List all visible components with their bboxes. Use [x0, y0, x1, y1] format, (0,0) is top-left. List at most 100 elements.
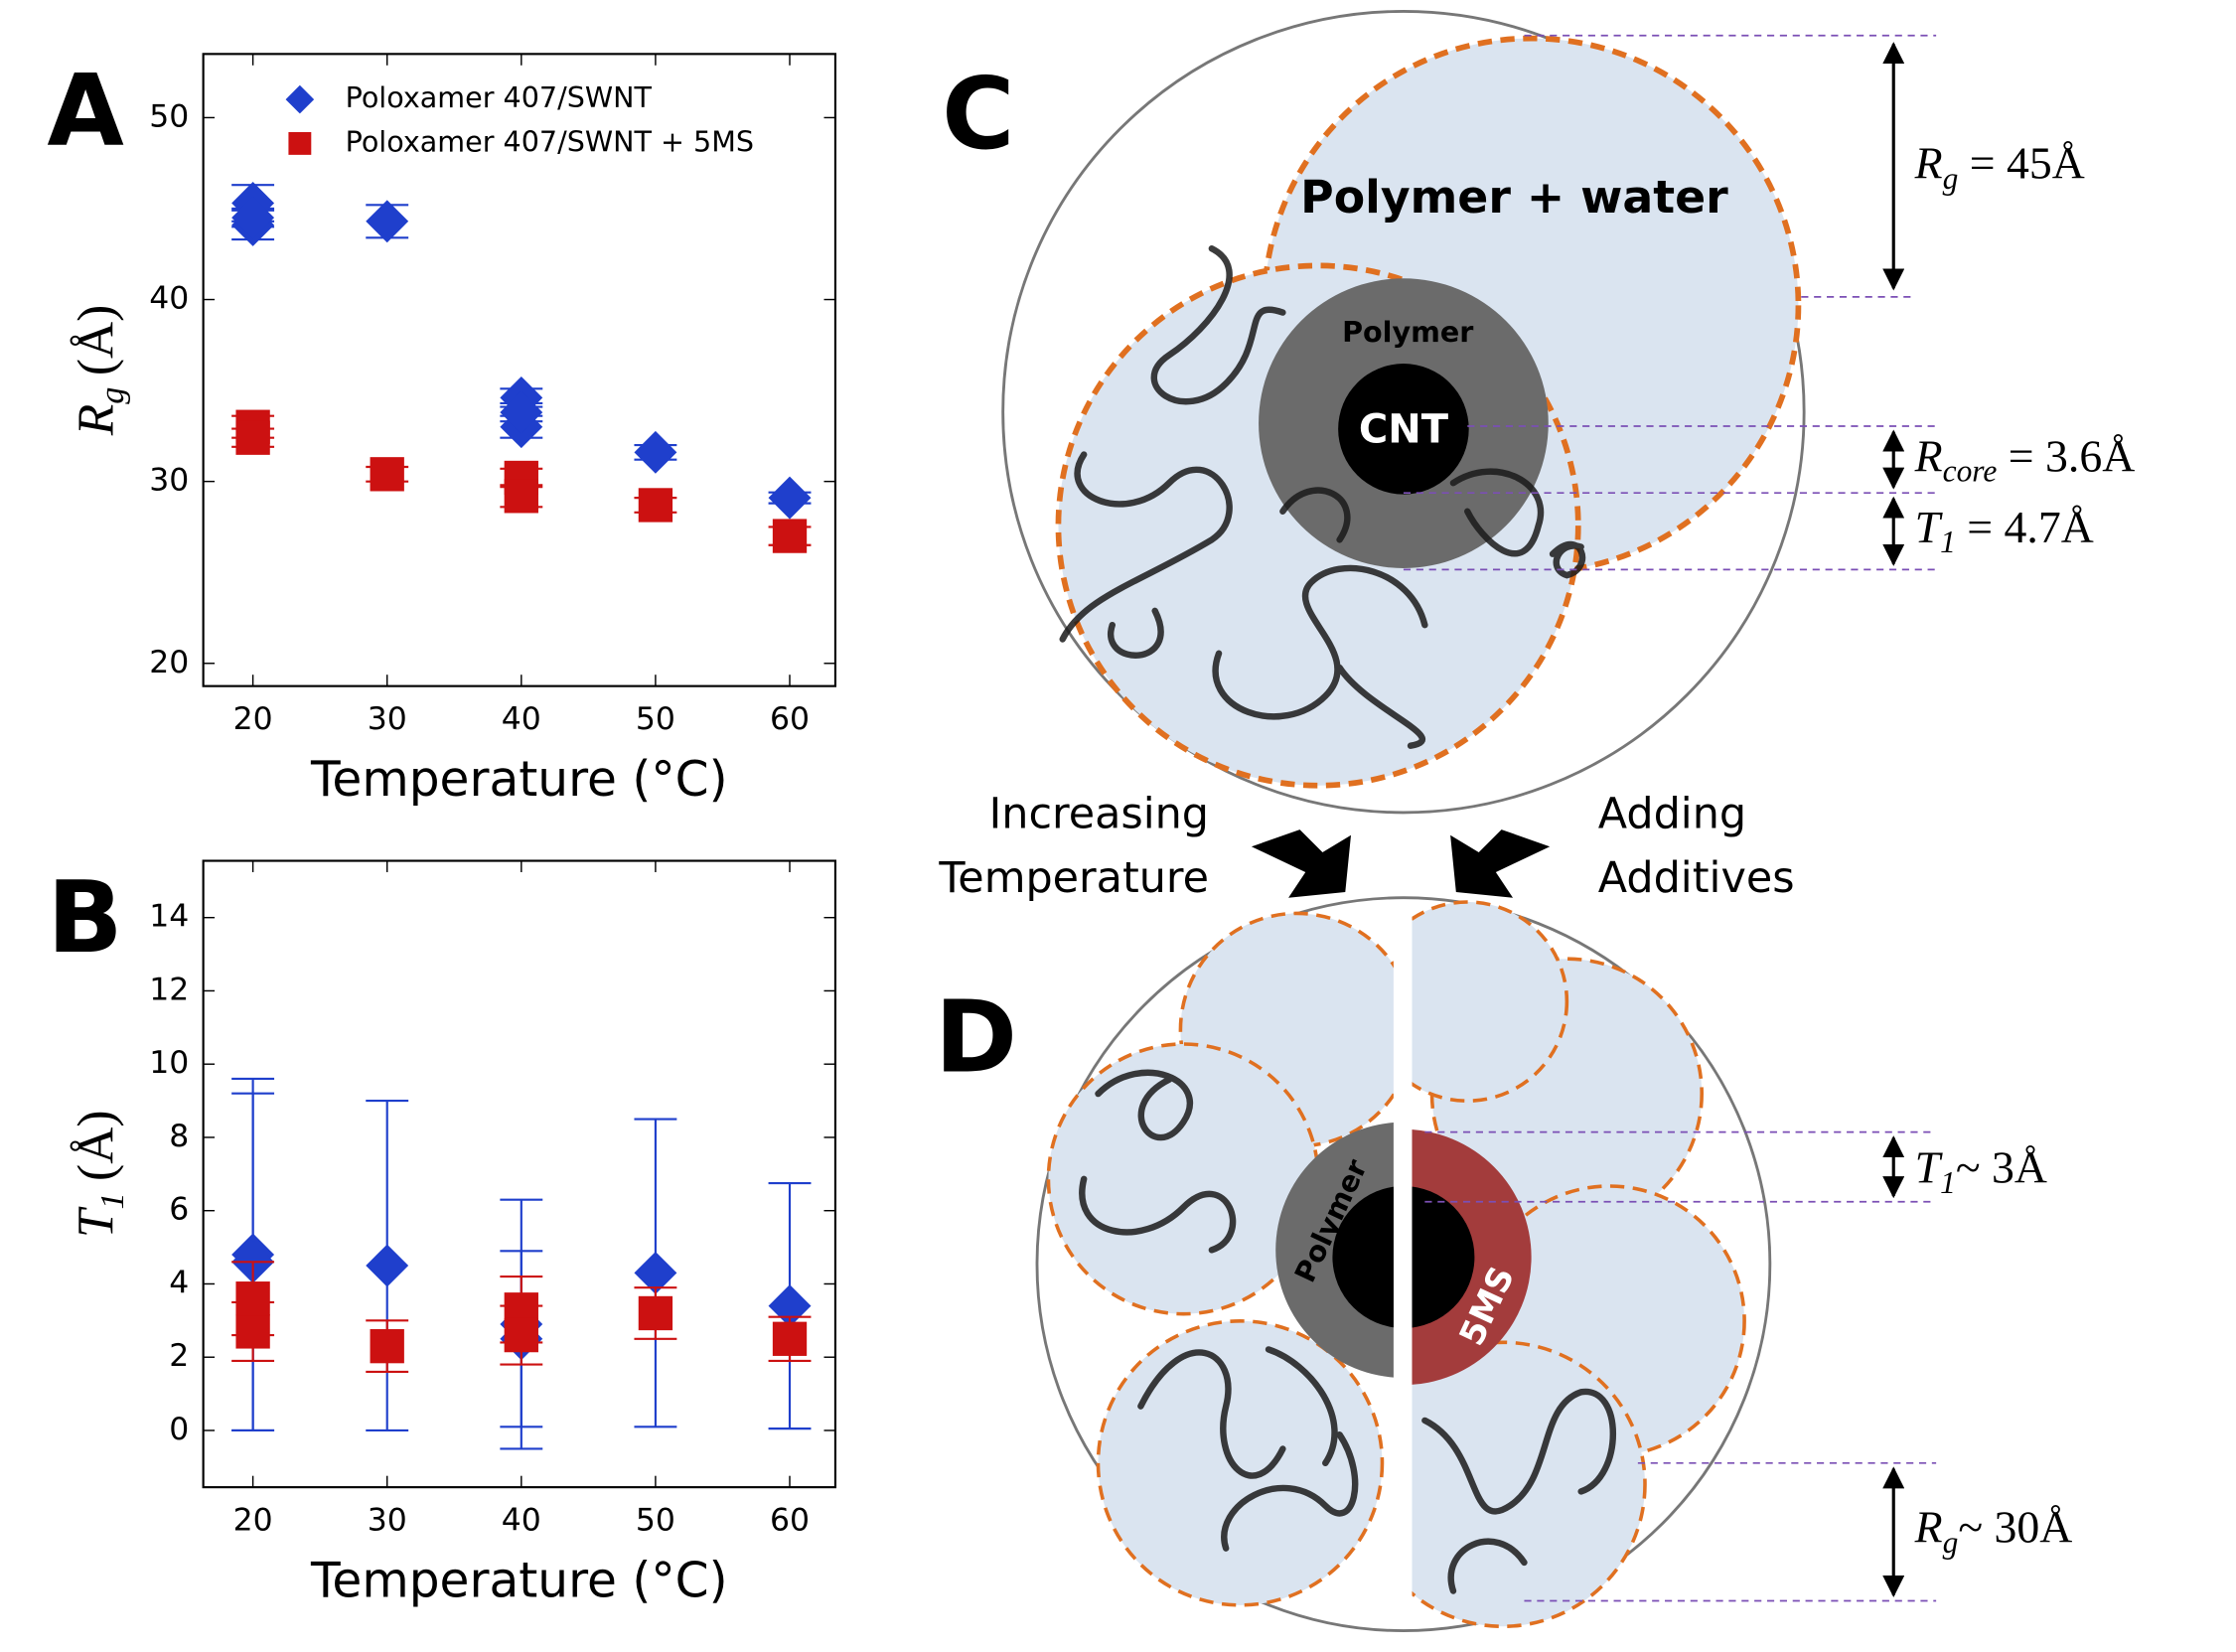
marker [772, 519, 808, 553]
rg-annotation: Rg = 45Å [1914, 137, 2085, 196]
subscript: g [1943, 1525, 1959, 1560]
x-tick-label: 30 [368, 1502, 407, 1538]
marker [366, 1244, 409, 1287]
y-tick-label: 40 [149, 281, 189, 317]
y-tick-label: 10 [149, 1045, 189, 1081]
value: = 3.6Å [1997, 430, 2135, 481]
plot-frame [202, 859, 837, 1489]
y-tick-label: 2 [169, 1338, 189, 1374]
legend-marker [288, 131, 312, 155]
x-axis-label: Temperature (°C) [310, 752, 728, 808]
transition-label: Additives [1598, 853, 1795, 903]
arrow [1251, 829, 1352, 898]
x-tick-label: 50 [636, 701, 675, 737]
marker [504, 479, 538, 514]
marker [366, 200, 409, 243]
region-label: Polymer + water [1300, 171, 1728, 224]
legend-label: Poloxamer 407/SWNT + 5MS [346, 124, 754, 158]
x-tick-label: 40 [502, 701, 541, 737]
lobe [1412, 1340, 1647, 1629]
marker [235, 420, 270, 455]
x-tick-label: 50 [636, 1502, 675, 1538]
rcore-annotation: Rcore = 3.6Å [1914, 430, 2136, 489]
y-tick-label: 50 [149, 98, 189, 134]
y-tick-label: 12 [149, 972, 189, 1007]
marker [504, 1317, 538, 1353]
legend-marker [285, 84, 315, 114]
marker [235, 1281, 270, 1316]
symbol: R [1914, 137, 1943, 188]
marker [235, 1314, 270, 1349]
x-tick-label: 40 [502, 1502, 541, 1538]
cnt-core [1338, 364, 1469, 495]
x-tick-label: 20 [233, 701, 273, 737]
transition-label: Increasing [989, 790, 1209, 839]
lobe [1412, 900, 1569, 1103]
polymer-chain [1421, 1389, 1617, 1594]
marker [638, 1295, 673, 1331]
legend-label: Poloxamer 407/SWNT [346, 80, 653, 114]
value: ~ 3Å [1956, 1141, 2047, 1192]
y-axis-label: Rg (Å) [68, 305, 130, 437]
y-tick-label: 6 [169, 1192, 189, 1228]
x-axis-label: Temperature (°C) [310, 1553, 728, 1608]
plot-frame [202, 53, 837, 687]
panel-label: A [47, 53, 123, 169]
outer-circle [1035, 896, 1772, 1632]
value: = 45Å [1958, 137, 2084, 188]
shell-label: Polymer [1342, 315, 1474, 349]
marker [768, 476, 812, 520]
marker [231, 196, 275, 239]
symbol: R [1914, 1501, 1943, 1552]
core-label: CNT [1359, 407, 1449, 453]
rg-annotation: Rg~ 30Å [1914, 1501, 2073, 1560]
chart: 0 2 4 6 8 10 12 14 20 30 40 50 60 Temperature (°C) T1 (… [47, 859, 837, 1608]
x-tick-label: 60 [770, 701, 810, 737]
diagram-c: C Polymer + water Polymer CNT Rg = 45Å R… [942, 10, 2136, 815]
value: ~ 30Å [1958, 1501, 2072, 1552]
marker [634, 430, 677, 474]
y-tick-label: 30 [149, 463, 189, 499]
marker [638, 488, 673, 523]
subscript: g [1943, 161, 1959, 196]
unit: (Å) [68, 1110, 124, 1180]
y-tick-label: 0 [169, 1412, 189, 1447]
subscript: 1 [1940, 525, 1956, 559]
symbol: T [68, 1206, 124, 1238]
transition-label: Adding [1598, 790, 1746, 839]
y-tick-label: 14 [149, 899, 189, 935]
marker [772, 1321, 808, 1356]
marker [370, 1328, 404, 1364]
outer-circle [1001, 10, 1806, 815]
polymer-chain [1079, 1069, 1359, 1552]
panel-label: D [935, 978, 1017, 1095]
arrow [1450, 829, 1551, 898]
subscript: 1 [93, 1192, 131, 1209]
t1-annotation: T1~ 3Å [1915, 1141, 2047, 1200]
y-axis-label: T1 (Å) [68, 1110, 130, 1238]
subscript: 1 [1940, 1165, 1956, 1200]
x-tick-label: 60 [770, 1502, 810, 1538]
lobe [1096, 1319, 1385, 1607]
symbol: R [68, 404, 124, 436]
x-tick-label: 20 [233, 1502, 273, 1538]
t1-annotation: T1 = 4.7Å [1915, 501, 2094, 559]
value: = 4.7Å [1956, 501, 2094, 551]
core [1412, 1186, 1475, 1328]
panel-label: B [47, 859, 122, 976]
y-tick-label: 8 [169, 1119, 189, 1154]
symbol: R [1914, 430, 1943, 481]
panel-label: C [942, 56, 1014, 172]
diagram-d: Polymer 5MS D T1~ 3Å Rg~ 30Å [935, 896, 2073, 1632]
y-tick-label: 20 [149, 645, 189, 680]
core [1332, 1186, 1394, 1328]
marker [370, 457, 404, 492]
y-tick-label: 4 [169, 1265, 189, 1300]
symbol: T [1915, 1141, 1944, 1192]
subscript: core [1943, 454, 1998, 489]
subscript: g [93, 387, 131, 404]
polymer-chain [1059, 245, 1586, 749]
